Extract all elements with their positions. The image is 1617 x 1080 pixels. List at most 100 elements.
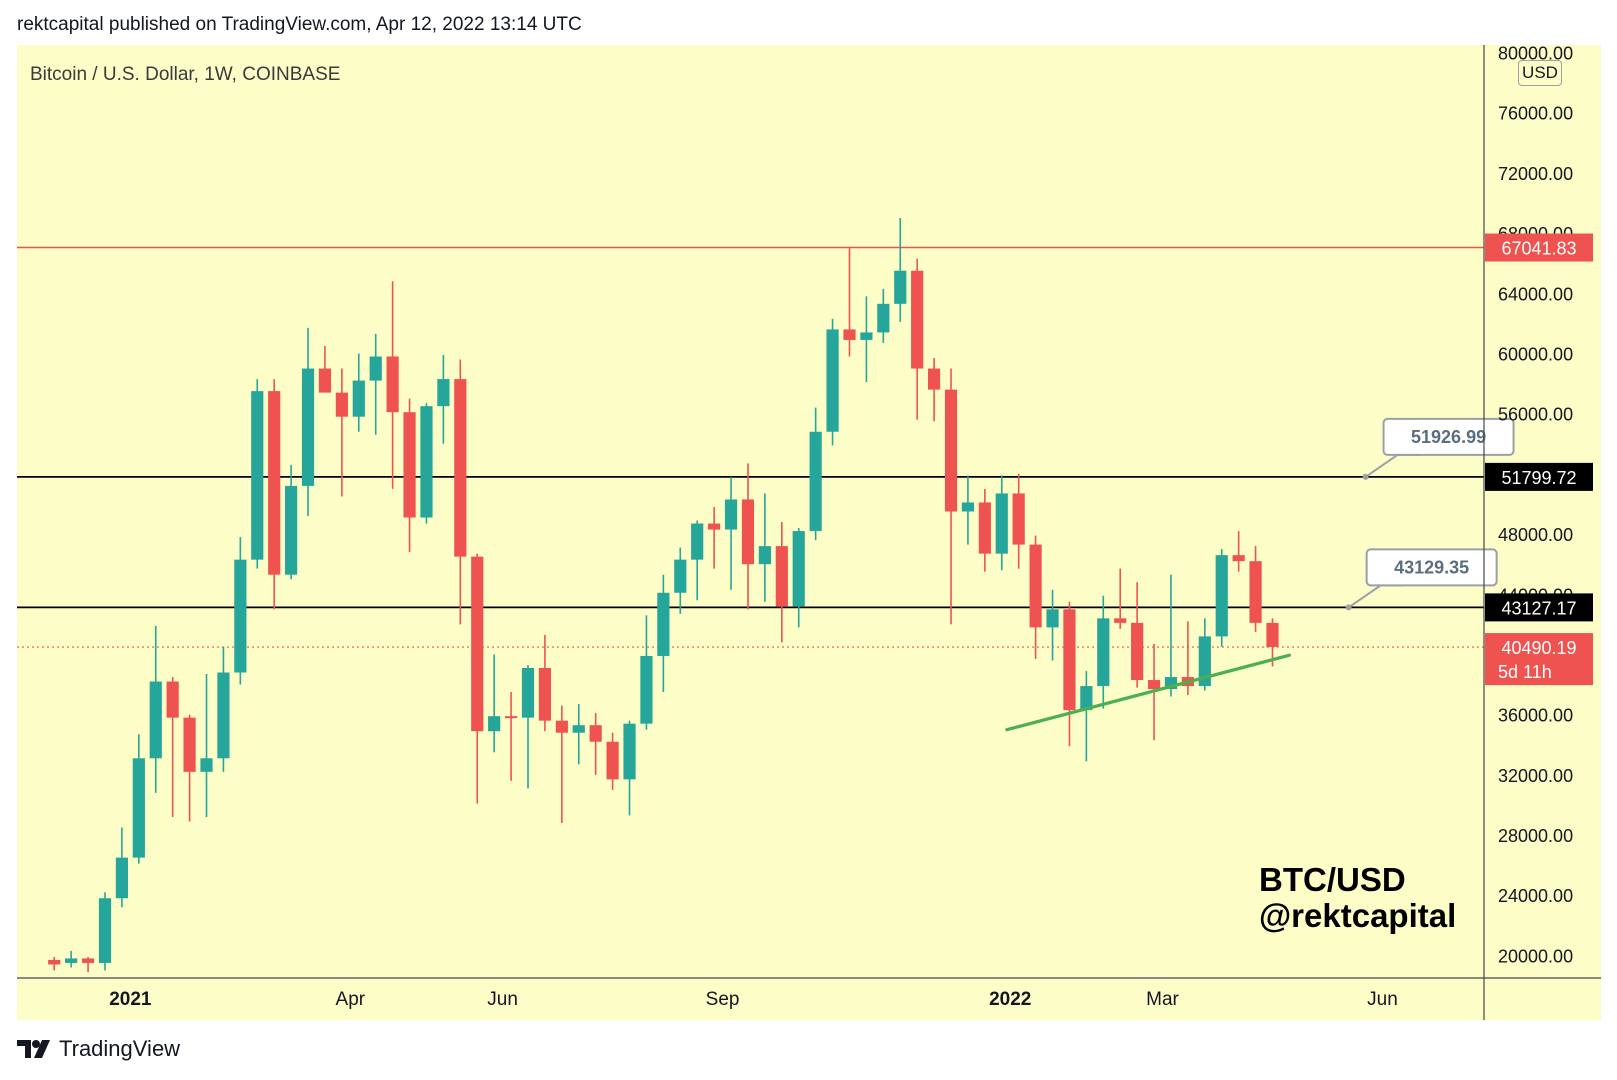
candle-body [826, 329, 839, 432]
candle-body [741, 499, 755, 565]
candle-body [1080, 686, 1093, 711]
y-tick-label: 48000.00 [1498, 525, 1573, 545]
candle [1080, 671, 1093, 762]
y-tick-label: 72000.00 [1498, 164, 1573, 184]
candle [521, 664, 535, 789]
candle [860, 296, 873, 383]
candle-body [166, 681, 179, 718]
candle [606, 732, 619, 790]
candle-body [403, 412, 416, 518]
currency-badge[interactable]: USD [1518, 60, 1562, 86]
candle [640, 615, 653, 730]
candle [369, 333, 382, 435]
callout-anchor [1362, 473, 1369, 480]
candle-body [691, 523, 704, 560]
candle [352, 353, 365, 432]
candle-body [1215, 555, 1228, 637]
x-axis-label: Sep [706, 989, 740, 1010]
x-axis-label: 2022 [989, 989, 1031, 1010]
callout-label: 51926.99 [1411, 427, 1486, 447]
candle [1012, 473, 1025, 569]
x-axis-label: Mar [1146, 989, 1179, 1010]
level-price-badge-2: 43127.17 [1485, 593, 1593, 622]
candle [1232, 531, 1245, 572]
candle-body [301, 368, 315, 486]
x-axis-label: Apr [336, 989, 366, 1010]
candle [623, 720, 636, 816]
candle-body [268, 391, 281, 575]
candle [538, 634, 552, 732]
candle [1097, 595, 1110, 709]
candle [403, 398, 416, 553]
candle [335, 368, 348, 497]
candle-body [98, 898, 112, 963]
candle [420, 403, 433, 524]
candle [792, 528, 805, 628]
candle-body [1063, 609, 1076, 711]
publisher-header: rektcapital published on TradingView.com… [17, 14, 582, 35]
badge-label: 67041.83 [1501, 239, 1576, 259]
candle [572, 704, 585, 765]
candle-body [961, 502, 975, 512]
candle-body [217, 672, 230, 759]
candle-body [1114, 618, 1127, 623]
candle-body [911, 270, 924, 369]
candle-body [386, 356, 399, 413]
candle-body [555, 720, 568, 733]
candle-body [995, 493, 1008, 554]
candle-body [183, 717, 196, 772]
candle [488, 654, 501, 753]
candle [1164, 574, 1178, 697]
chart-panel[interactable] [17, 45, 1601, 1020]
candle [48, 956, 61, 971]
y-tick-label: 24000.00 [1498, 886, 1573, 906]
candle [1215, 549, 1228, 647]
callout-box [1382, 417, 1515, 456]
candle-body [572, 725, 585, 733]
candle-body [149, 681, 162, 759]
y-tick-label: 60000.00 [1498, 344, 1573, 364]
candle [1131, 582, 1144, 688]
candle-body [504, 716, 518, 719]
candle-body [589, 725, 602, 742]
candle [1029, 535, 1042, 659]
candle [285, 464, 298, 580]
candle-body [335, 392, 348, 417]
candle-body [538, 668, 552, 721]
candle-body [251, 391, 264, 560]
candle-body [521, 668, 535, 718]
symbol-title[interactable]: Bitcoin / U.S. Dollar, 1W, COINBASE [30, 64, 341, 85]
candle-body [1266, 622, 1279, 647]
candle [268, 379, 281, 610]
candle-body [724, 499, 738, 530]
y-tick-label: 64000.00 [1498, 284, 1573, 304]
candle-body [1012, 493, 1025, 545]
candle-body [115, 857, 128, 899]
candle [826, 318, 839, 446]
candle-body [1029, 544, 1042, 628]
candle [200, 674, 213, 817]
y-tick-label: 28000.00 [1498, 826, 1573, 846]
candle [877, 288, 890, 343]
candle [995, 475, 1008, 571]
candle-body [132, 758, 145, 858]
candle-body [81, 958, 95, 963]
candle [961, 475, 975, 545]
watermark-pair: BTC/USD [1259, 861, 1406, 898]
candle [1046, 589, 1059, 661]
candle [911, 258, 924, 420]
candle-body [234, 559, 247, 673]
candle [894, 218, 907, 322]
tradingview-brand[interactable]: TradingView [17, 1036, 180, 1062]
current-price-label: 40490.19 [1501, 638, 1576, 658]
candle-body [758, 546, 771, 565]
current-price-badge: 40490.19 5d 11h [1485, 633, 1593, 686]
candle-body [369, 356, 382, 381]
candle-body [775, 546, 788, 607]
candle-body [894, 270, 907, 304]
candle [98, 892, 112, 971]
candle [471, 553, 484, 804]
price-callout-1: 43129.35 [1345, 548, 1498, 611]
badge-bg [1485, 462, 1593, 491]
